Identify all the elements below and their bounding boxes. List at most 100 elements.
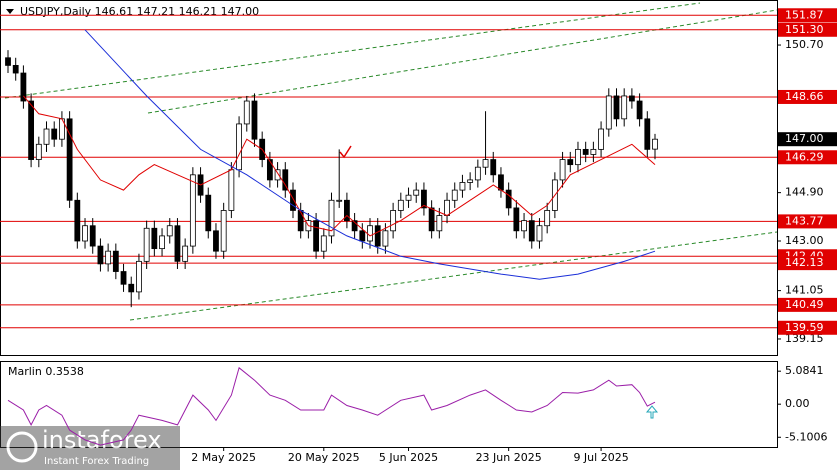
candle-body: [290, 189, 296, 211]
chart-title: USDJPY,Daily 146.61 147.21 146.21 147.00: [20, 5, 259, 18]
candle-body: [20, 72, 27, 102]
candle-body: [451, 189, 458, 201]
candle-body: [482, 159, 489, 168]
candle-body: [567, 159, 574, 166]
watermark: instaforex Instant Forex Trading: [0, 426, 180, 470]
candle-body: [66, 118, 73, 201]
level-tag: [778, 297, 837, 312]
level-label: 151.87: [785, 8, 824, 21]
candle-body: [297, 210, 304, 232]
candle-body: [12, 65, 19, 74]
candle-body: [112, 250, 119, 272]
candle-body: [559, 159, 566, 181]
candle-body: [251, 100, 258, 140]
candle-body: [174, 225, 181, 262]
candle-body: [428, 207, 435, 232]
candle-body: [159, 235, 165, 250]
candle-body: [490, 159, 497, 176]
level-tag: [778, 214, 837, 229]
y-tick-label: 0.00: [785, 397, 810, 410]
candle-body: [390, 210, 397, 232]
candle-body: [590, 148, 597, 155]
candle-body: [274, 169, 281, 181]
candle-body: [521, 220, 527, 232]
candle-body: [5, 57, 11, 66]
candle-body: [382, 230, 389, 247]
candle-body: [344, 199, 350, 222]
x-tick-label: 5 Jun 2025: [379, 451, 438, 464]
candle-body: [505, 189, 512, 209]
candle-body: [644, 118, 651, 150]
indicator-title: Marlin 0.3538: [8, 365, 84, 378]
candle-body: [143, 227, 150, 262]
level-tag: [778, 320, 837, 335]
candle-body: [536, 225, 543, 242]
channel-line: [4, 2, 701, 99]
level-label: 151.30: [785, 23, 824, 36]
candle-body: [243, 100, 250, 125]
candle-body: [444, 199, 450, 216]
last-price-label: 147.00: [785, 132, 824, 145]
candle-body: [97, 245, 104, 265]
candle-body: [652, 138, 658, 150]
candle-body: [120, 271, 127, 285]
y-tick-label: 143.00: [785, 234, 824, 247]
candle-body: [166, 225, 173, 237]
watermark-bg: [0, 426, 180, 470]
level-label: 139.59: [785, 321, 824, 334]
level-label: 142.13: [785, 256, 824, 269]
candle-body: [313, 220, 319, 252]
level-tag: [778, 150, 837, 165]
candle-body: [266, 159, 273, 181]
candle-body: [436, 215, 443, 232]
candle-body: [128, 283, 135, 293]
candle-body: [359, 230, 366, 242]
candle-body: [320, 235, 327, 252]
candle-body: [613, 95, 620, 120]
y-tick-label: 141.05: [785, 284, 824, 297]
candle-body: [220, 210, 227, 252]
candle-body: [74, 199, 81, 242]
candle-body: [282, 169, 289, 191]
level-tag: [778, 22, 837, 37]
level-label: 148.66: [785, 90, 824, 103]
signal-arrow: [645, 405, 659, 419]
candle-body: [182, 245, 189, 262]
candle-body: [513, 207, 520, 232]
candle-body: [28, 100, 35, 160]
candle-body: [374, 225, 381, 247]
candle-body: [336, 199, 343, 202]
level-tag: [778, 8, 837, 23]
candle-body: [421, 189, 427, 209]
candle-body: [35, 143, 42, 160]
candle-body: [621, 95, 628, 120]
candle-body: [598, 128, 604, 150]
candle-body: [367, 225, 373, 242]
candle-body: [628, 95, 635, 102]
x-tick-label: 23 Jun 2025: [476, 451, 542, 464]
candle-body: [89, 225, 96, 247]
y-tick-label: 144.90: [785, 186, 824, 199]
x-tick-label: 9 Jul 2025: [573, 451, 628, 464]
y-tick-label: -5.1006: [785, 430, 827, 443]
candle-body: [636, 100, 643, 120]
candle-body: [467, 179, 474, 183]
level-label: 146.29: [785, 150, 824, 163]
candle-body: [43, 128, 50, 145]
candle-body: [136, 260, 142, 293]
moving-average: [23, 95, 656, 237]
x-tick-label: 2 May 2025: [191, 451, 256, 464]
level-tag: [778, 256, 837, 271]
level-tag: [778, 89, 837, 104]
candle-body: [459, 182, 466, 191]
level-label: 143.77: [785, 214, 824, 227]
candle-body: [151, 227, 158, 250]
watermark-tagline: Instant Forex Trading: [44, 456, 149, 467]
candle-body: [51, 128, 58, 140]
y-tick-label: 139.15: [785, 332, 824, 345]
candle-body: [351, 220, 358, 232]
x-tick-label: 20 May 2025: [288, 451, 360, 464]
